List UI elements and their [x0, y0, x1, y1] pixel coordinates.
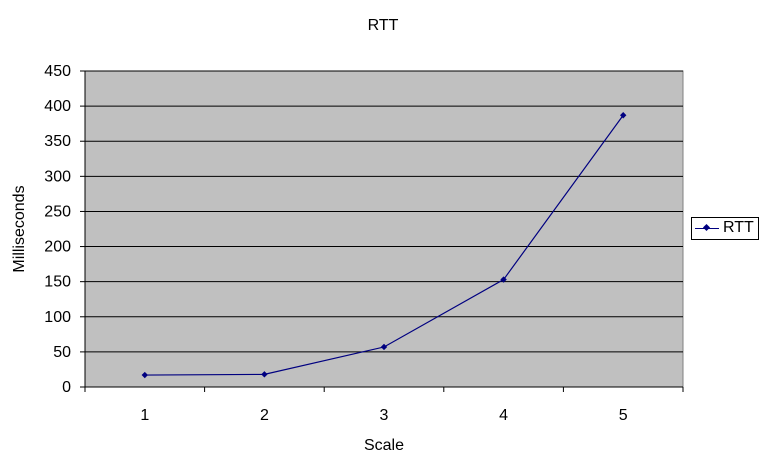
y-tick-label: 300	[44, 168, 71, 185]
y-tick-label: 450	[44, 63, 71, 80]
data-point	[261, 371, 268, 378]
series-rtt	[141, 112, 627, 379]
x-tick-label: 2	[260, 407, 269, 424]
x-tick-label: 1	[140, 407, 149, 424]
x-tick-label: 3	[380, 407, 389, 424]
x-tick-label: 4	[499, 407, 508, 424]
x-tick-label: 5	[619, 407, 628, 424]
y-tick-label: 400	[44, 98, 71, 115]
y-tick-label: 0	[62, 379, 71, 396]
y-tick-label: 150	[44, 274, 71, 291]
y-tick-label: 350	[44, 133, 71, 150]
y-tick-labels: 0 50 100 150 200 250 300 350 400 450	[44, 63, 71, 396]
data-point	[380, 343, 388, 351]
y-tick-label: 200	[44, 239, 71, 256]
axes	[80, 70, 684, 392]
chart-title: RTT	[368, 17, 399, 34]
data-point	[620, 112, 627, 119]
legend: RTT	[691, 217, 759, 240]
data-point	[141, 371, 148, 379]
plot-area	[84, 70, 684, 388]
legend-diamond-marker	[702, 223, 711, 232]
y-tick-label: 100	[44, 309, 71, 326]
x-tick-labels: 1 2 3 4 5	[140, 407, 627, 424]
y-tick-label: 250	[44, 203, 71, 220]
y-axis-label: Milliseconds	[11, 185, 28, 272]
y-tick-label: 50	[53, 344, 71, 361]
legend-label-rtt: RTT	[723, 219, 754, 236]
gridlines	[85, 70, 683, 353]
data-point	[500, 276, 507, 283]
x-axis-label: Scale	[364, 437, 404, 453]
